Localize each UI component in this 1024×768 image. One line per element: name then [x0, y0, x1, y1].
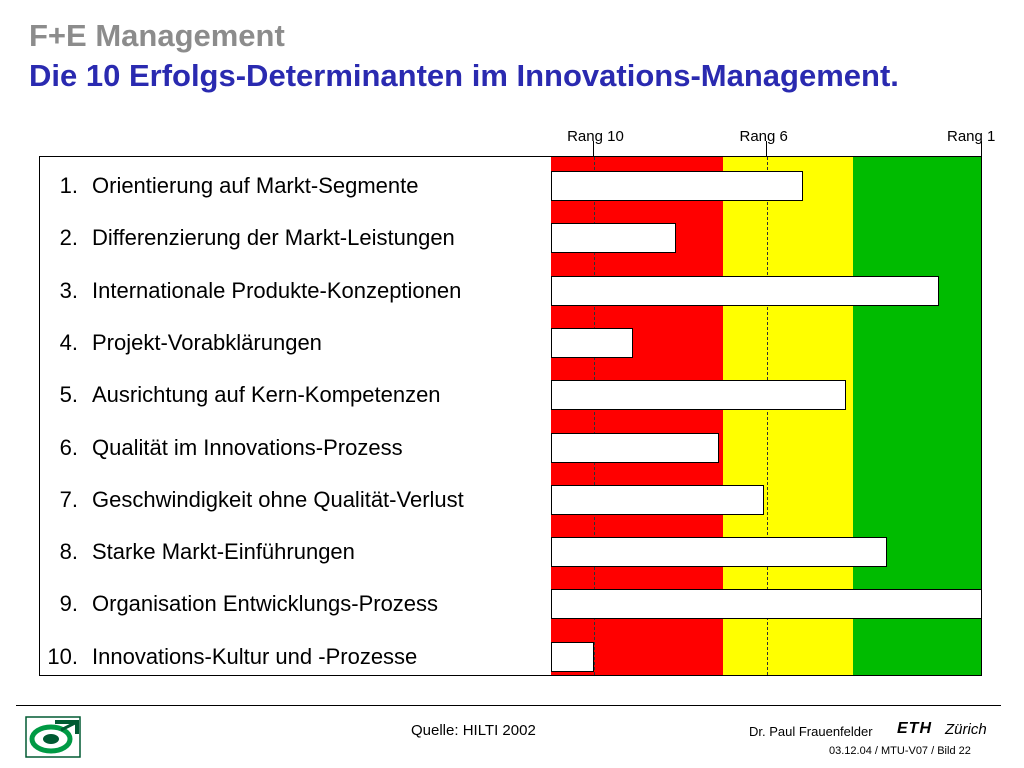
gridline-rang-10 [594, 157, 596, 675]
source-note: Quelle: HILTI 2002 [411, 722, 536, 739]
category-text: Qualität im Innovations-Prozess [92, 434, 403, 460]
category-label-6: 6. Qualität im Innovations-Prozess [40, 434, 403, 461]
category-number: 5. [59, 382, 78, 408]
category-label-3: 3. Internationale Produkte-Konzeptionen [40, 277, 462, 304]
category-text: Ausrichtung auf Kern-Kompetenzen [92, 382, 441, 408]
category-text: Orientierung auf Markt-Segmente [92, 173, 419, 198]
page-subtitle: Die 10 Erfolgs-Determinanten im Innovati… [29, 58, 899, 93]
gridline-rang-6 [766, 157, 768, 675]
category-text: Geschwindigkeit ohne Qualität-Verlust [92, 486, 464, 512]
page-info: 03.12.04 / MTU-V07 / Bild 22 [829, 745, 971, 757]
category-number: 8. [59, 539, 78, 565]
rank-label-6: Rang 6 [739, 128, 788, 145]
category-label-9: 9. Organisation Entwicklungs-Prozess [40, 591, 439, 617]
category-text: Organisation Entwicklungs-Prozess [92, 591, 439, 617]
category-label-1: 1. Orientierung auf Markt-Segmente [40, 173, 419, 199]
category-label-5: 5. Ausrichtung auf Kern-Kompetenzen [40, 382, 441, 408]
category-number: 2. [59, 225, 78, 251]
category-number: 7. [59, 486, 78, 512]
category-number: 1. [59, 173, 78, 198]
category-label-10: 10. Innovations-Kultur und -Prozesse [40, 643, 418, 670]
eth-wordmark: ETH [897, 720, 932, 737]
bar-2 [551, 223, 676, 254]
category-text: Projekt-Vorabklärungen [92, 329, 322, 355]
rank-tick-10 [593, 141, 595, 157]
chart-frame: 1. Orientierung auf Markt-Segmente 2. Diffe… [39, 156, 982, 676]
category-number: 9. [59, 591, 78, 617]
category-text: Innovations-Kultur und -Prozesse [92, 643, 418, 669]
eth-city: Zürich [945, 721, 987, 738]
rank-tick-1 [981, 141, 982, 157]
category-label-7: 7. Geschwindigkeit ohne Qualität-Verlust [40, 486, 464, 513]
page-title: F+E Management [29, 18, 285, 53]
rank-label-10: Rang 10 [567, 128, 624, 145]
category-number: 4. [59, 329, 78, 355]
bar-8 [551, 537, 888, 568]
bar-9 [551, 589, 981, 620]
rank-tick-6 [765, 141, 767, 157]
institute-logo-icon [25, 716, 81, 758]
bar-7 [551, 484, 765, 515]
bar-6 [551, 432, 720, 463]
category-label-2: 2. Differenzierung der Markt-Leistungen [40, 225, 455, 251]
category-label-8: 8. Starke Markt-Einführungen [40, 539, 355, 565]
bar-10 [551, 641, 595, 672]
category-text: Internationale Produkte-Konzeptionen [92, 277, 462, 303]
author-name: Dr. Paul Frauenfelder [749, 724, 873, 739]
bar-1 [551, 171, 804, 201]
rank-label-1: Rang 1 [947, 128, 996, 145]
category-number: 3. [59, 277, 78, 303]
bar-3 [551, 275, 939, 306]
category-number: 10. [47, 643, 78, 669]
category-text: Starke Markt-Einführungen [92, 539, 355, 565]
category-number: 6. [59, 434, 78, 460]
zone-green [852, 157, 981, 675]
footer-divider [16, 705, 1001, 706]
category-label-4: 4. Projekt-Vorabklärungen [40, 329, 322, 356]
category-text: Differenzierung der Markt-Leistungen [92, 225, 455, 251]
zone-yellow [723, 157, 853, 675]
bar-4 [551, 327, 633, 358]
bar-5 [551, 380, 847, 411]
